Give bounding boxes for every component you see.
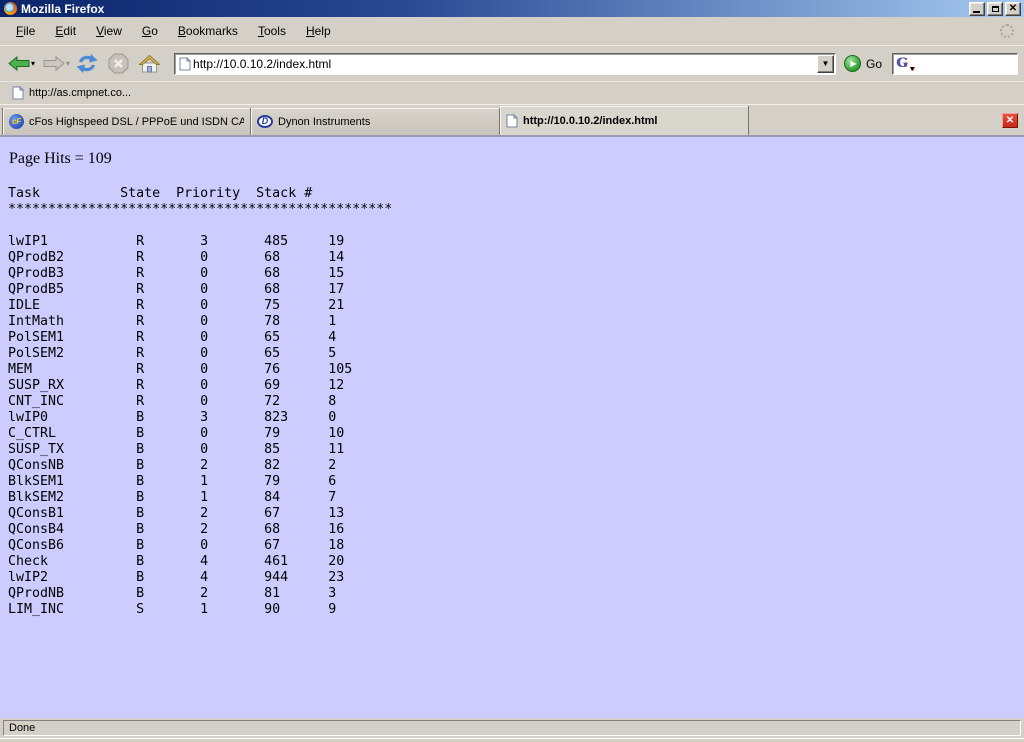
reload-icon xyxy=(76,54,98,73)
menu-bookmarks[interactable]: Bookmarks xyxy=(177,24,238,38)
tab-strip: cF cFos Highspeed DSL / PPPoE und ISDN C… xyxy=(0,104,1024,137)
home-button[interactable] xyxy=(139,54,161,73)
url-input[interactable] xyxy=(191,55,817,72)
task-table: Task State Priority Stack # ************… xyxy=(8,186,393,617)
go-button[interactable]: ▶ Go xyxy=(843,55,882,72)
tab-label: http://10.0.10.2/index.html xyxy=(523,114,658,127)
go-label: Go xyxy=(865,56,882,71)
restore-icon xyxy=(991,5,999,12)
tab-cfos[interactable]: cF cFos Highspeed DSL / PPPoE und ISDN C… xyxy=(2,108,251,135)
page-favicon-icon xyxy=(179,56,192,70)
close-button[interactable]: ✕ xyxy=(1005,1,1021,16)
title-bar: Mozilla Firefox ✕ xyxy=(0,0,1024,17)
menu-tools[interactable]: Tools xyxy=(257,24,286,38)
menu-help[interactable]: Help xyxy=(305,24,331,38)
back-arrow-icon xyxy=(8,56,30,71)
close-icon: ✕ xyxy=(1008,2,1018,14)
throbber-icon xyxy=(1000,24,1014,38)
bookmark-item[interactable]: http://as.cmpnet.co... xyxy=(8,84,135,102)
restore-button[interactable] xyxy=(987,1,1003,16)
menu-edit[interactable]: Edit xyxy=(55,24,77,38)
navigation-toolbar: ▾ ▾ ▼ ▶ G xyxy=(0,45,1024,81)
cfos-icon: cF xyxy=(9,114,24,129)
home-icon xyxy=(139,54,161,72)
status-text: Done xyxy=(3,720,1021,736)
document-icon xyxy=(506,113,518,127)
forward-arrow-icon xyxy=(43,56,65,71)
minimize-icon xyxy=(973,10,980,13)
go-icon: ▶ xyxy=(843,55,861,72)
menu-file[interactable]: File xyxy=(16,24,36,38)
menu-bar: File Edit View Go Bookmarks Tools Help xyxy=(0,17,1024,45)
page-content: Page Hits = 109 Task State Priority Stac… xyxy=(0,137,1024,718)
window-bottom-edge xyxy=(0,738,1024,742)
url-bar[interactable]: ▼ xyxy=(174,52,836,75)
forward-dropdown-icon[interactable]: ▾ xyxy=(66,59,71,68)
tab-dynon[interactable]: D Dynon Instruments xyxy=(251,108,500,135)
tab-label: cFos Highspeed DSL / PPPoE und ISDN CAP.… xyxy=(29,115,244,128)
tab-active-index-page[interactable]: http://10.0.10.2/index.html xyxy=(500,106,749,135)
menu-go[interactable]: Go xyxy=(141,24,158,38)
search-engine-dropdown-icon[interactable]: ▼ xyxy=(908,65,916,73)
back-button[interactable]: ▾ xyxy=(6,54,37,73)
reload-button[interactable] xyxy=(76,54,98,73)
window-title: Mozilla Firefox xyxy=(21,1,105,16)
dynon-icon: D xyxy=(257,115,273,128)
stop-button[interactable] xyxy=(108,53,129,74)
google-icon[interactable]: G▼ xyxy=(896,55,916,73)
menu-view[interactable]: View xyxy=(96,24,122,38)
page-hits-text: Page Hits = 109 xyxy=(9,150,112,167)
status-bar: Done xyxy=(0,718,1024,738)
search-bar[interactable]: G▼ xyxy=(892,52,1018,75)
minimize-button[interactable] xyxy=(969,1,985,16)
bookmark-page-icon xyxy=(12,86,24,100)
search-input[interactable] xyxy=(914,55,1017,72)
forward-button[interactable]: ▾ xyxy=(41,54,72,73)
url-dropdown-button[interactable]: ▼ xyxy=(816,54,834,73)
bookmark-label: http://as.cmpnet.co... xyxy=(29,87,132,99)
stop-icon xyxy=(108,53,129,74)
bookmarks-toolbar: http://as.cmpnet.co... xyxy=(0,81,1024,104)
back-dropdown-icon[interactable]: ▾ xyxy=(31,59,36,68)
firefox-logo-icon xyxy=(4,2,17,15)
tab-label: Dynon Instruments xyxy=(278,115,371,128)
close-tab-button[interactable]: ✕ xyxy=(1002,113,1018,128)
